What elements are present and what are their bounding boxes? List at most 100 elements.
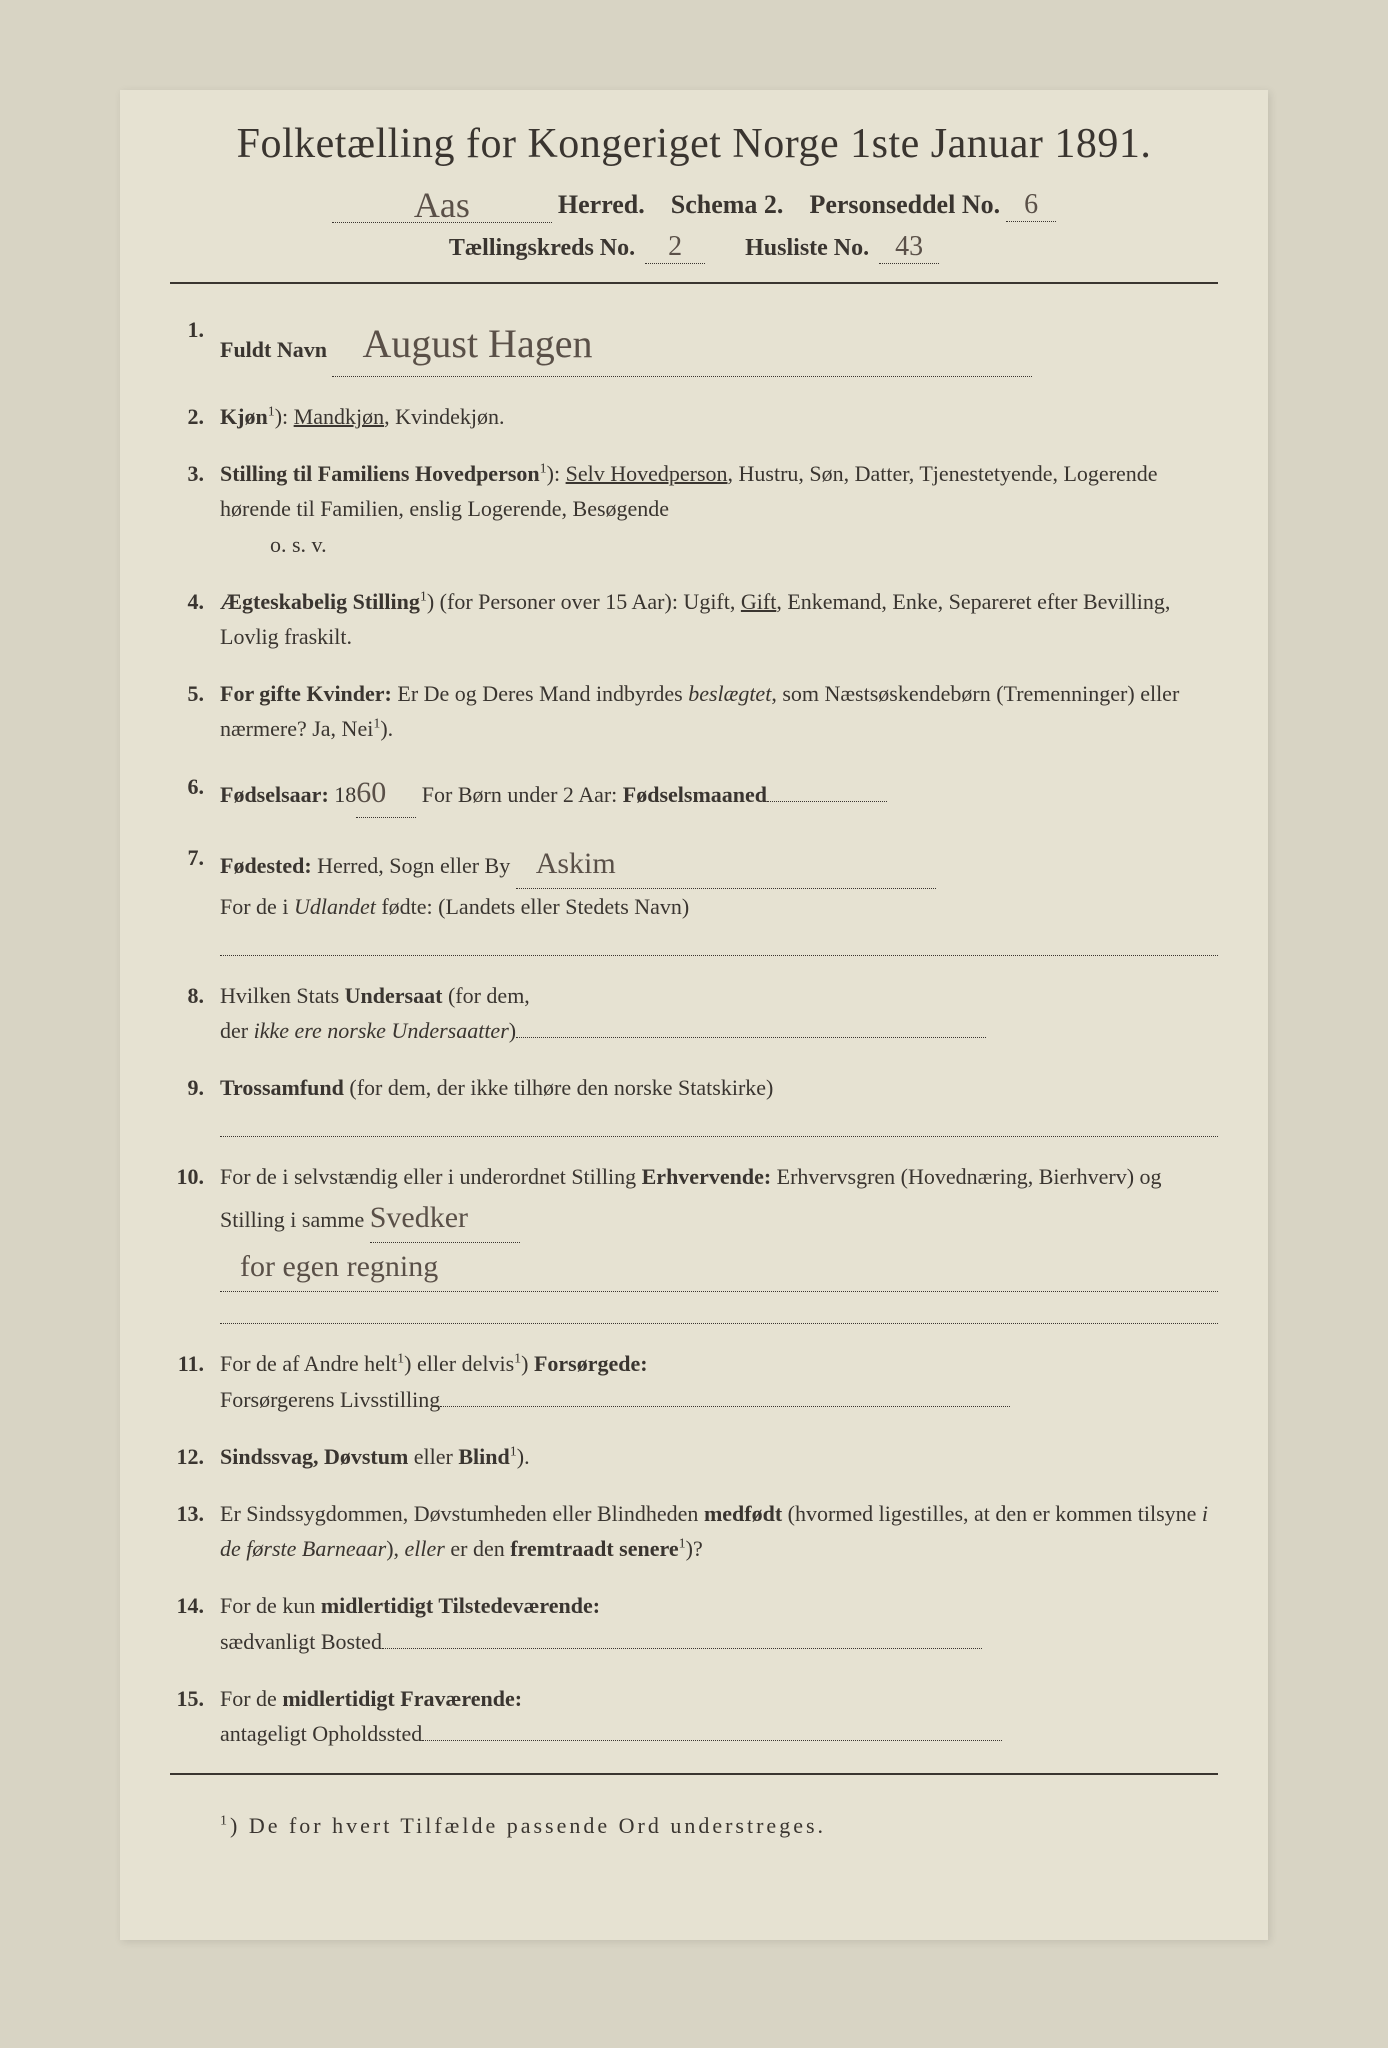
- q4-label: Ægteskabelig Stilling: [220, 589, 420, 614]
- q6-month-field: [767, 801, 887, 802]
- item-content: Er Sindssygdommen, Døvstumheden eller Bl…: [220, 1496, 1218, 1566]
- census-form: Folketælling for Kongeriget Norge 1ste J…: [120, 90, 1268, 1940]
- husliste-no-field: 43: [879, 231, 939, 264]
- q7e: fødte: (Landets eller Stedets Navn): [376, 894, 689, 919]
- item-content: For gifte Kvinder: Er De og Deres Mand i…: [220, 676, 1218, 746]
- item-number: 7.: [170, 840, 220, 956]
- q6a: Fødselsaar:: [220, 782, 329, 807]
- q6-year: 60: [356, 776, 386, 809]
- kreds-label: Tællingskreds No.: [449, 235, 635, 262]
- schema-label: Schema 2.: [671, 190, 784, 220]
- q3-label: Stilling til Familiens Hovedperson: [220, 461, 540, 486]
- q13e: ),: [386, 1536, 404, 1561]
- herred-value: Aas: [414, 185, 470, 225]
- q4-paren: ) (for Personer over 15 Aar): Ugift,: [427, 589, 741, 614]
- colon: ):: [547, 461, 560, 486]
- q13b: medfødt: [704, 1501, 782, 1526]
- sup: 1: [268, 405, 275, 420]
- q14c: sædvanligt Bosted: [220, 1629, 382, 1654]
- q8a: Hvilken Stats: [220, 983, 345, 1008]
- item-9: 9. Trossamfund (for dem, der ikke tilhør…: [170, 1070, 1218, 1137]
- q9a: Trossamfund: [220, 1075, 344, 1100]
- q12d: ).: [517, 1444, 530, 1469]
- footnote: 1) De for hvert Tilfælde passende Ord un…: [170, 1813, 1218, 1839]
- item-15: 15. For de midlertidigt Fraværende: anta…: [170, 1681, 1218, 1751]
- item-number: 4.: [170, 584, 220, 654]
- item-number: 10.: [170, 1159, 220, 1324]
- item-number: 2.: [170, 399, 220, 434]
- q8b: Undersaat: [345, 983, 443, 1008]
- q11c: ): [521, 1351, 534, 1376]
- q6d: Fødselsmaaned: [623, 782, 767, 807]
- item-14: 14. For de kun midlertidigt Tilstedevære…: [170, 1588, 1218, 1658]
- q8d: der: [220, 1018, 254, 1043]
- item-5: 5. For gifte Kvinder: Er De og Deres Man…: [170, 676, 1218, 746]
- q10b: Erhvervende:: [642, 1164, 772, 1189]
- q13a: Er Sindssygdommen, Døvstumheden eller Bl…: [220, 1501, 704, 1526]
- herred-field: Aas: [332, 180, 552, 223]
- item-number: 14.: [170, 1588, 220, 1658]
- q2-rest: , Kvindekjøn.: [384, 404, 504, 429]
- person-label: Personseddel No.: [809, 190, 1000, 220]
- q10-field2: for egen regning: [220, 1243, 1218, 1292]
- q15a: For de: [220, 1686, 282, 1711]
- item-number: 5.: [170, 676, 220, 746]
- item-13: 13. Er Sindssygdommen, Døvstumheden elle…: [170, 1496, 1218, 1566]
- divider-bottom: [170, 1773, 1218, 1775]
- q13i: )?: [686, 1536, 703, 1561]
- item-content: Stilling til Familiens Hovedperson1): Se…: [220, 456, 1218, 562]
- q13h: fremtraadt senere: [510, 1536, 678, 1561]
- q12b: eller: [408, 1444, 458, 1469]
- divider: [170, 282, 1218, 284]
- q3-osv: o. s. v.: [220, 527, 1218, 562]
- item-content: For de af Andre helt1) eller delvis1) Fo…: [220, 1346, 1218, 1416]
- item-3: 3. Stilling til Familiens Hovedperson1):…: [170, 456, 1218, 562]
- item-7: 7. Fødested: Herred, Sogn eller By Askim…: [170, 840, 1218, 956]
- item-number: 8.: [170, 978, 220, 1048]
- q10-field1: Svedker: [370, 1194, 520, 1243]
- q10-hw2: for egen regning: [220, 1250, 438, 1283]
- item-8: 8. Hvilken Stats Undersaat (for dem, der…: [170, 978, 1218, 1048]
- q8f: ): [509, 1018, 516, 1043]
- item-4: 4. Ægteskabelig Stilling1) (for Personer…: [170, 584, 1218, 654]
- q1-label: Fuldt Navn: [220, 337, 327, 362]
- q6-year-field: 60: [356, 769, 416, 818]
- q9-blank: [220, 1113, 1218, 1137]
- q6c: For Børn under 2 Aar:: [416, 782, 623, 807]
- kreds-no-field: 2: [645, 231, 705, 264]
- husliste-no-value: 43: [895, 231, 923, 262]
- page-title: Folketælling for Kongeriget Norge 1ste J…: [170, 120, 1218, 168]
- item-11: 11. For de af Andre helt1) eller delvis1…: [170, 1346, 1218, 1416]
- item-12: 12. Sindssvag, Døvstum eller Blind1).: [170, 1439, 1218, 1474]
- q9b: (for dem, der ikke tilhøre den norske St…: [344, 1075, 773, 1100]
- item-content: Fødested: Herred, Sogn eller By Askim Fo…: [220, 840, 1218, 956]
- q7b: Herred, Sogn eller By: [312, 853, 511, 878]
- q1-value: August Hagen: [332, 321, 592, 366]
- q10a: For de i selvstændig eller i underordnet…: [220, 1164, 642, 1189]
- item-content: Hvilken Stats Undersaat (for dem, der ik…: [220, 978, 1218, 1048]
- herred-label: Herred.: [558, 190, 645, 220]
- sup: 1: [540, 462, 547, 477]
- q8e: ikke ere norske Undersaatter: [254, 1018, 509, 1043]
- q13c: (hvormed ligestilles, at den er kommen t…: [782, 1501, 1202, 1526]
- q15c: antageligt Opholdssted: [220, 1721, 422, 1746]
- item-number: 13.: [170, 1496, 220, 1566]
- q15b: midlertidigt Fraværende:: [282, 1686, 522, 1711]
- q5a: For gifte Kvinder:: [220, 681, 392, 706]
- q8-field: [516, 1037, 986, 1038]
- item-content: For de kun midlertidigt Tilstedeværende:…: [220, 1588, 1218, 1658]
- header-row-1: Aas Herred. Schema 2. Personseddel No. 6: [170, 180, 1218, 223]
- q11d: Forsørgede:: [534, 1351, 648, 1376]
- q11-field: [440, 1406, 1010, 1407]
- item-number: 12.: [170, 1439, 220, 1474]
- item-content: Sindssvag, Døvstum eller Blind1).: [220, 1439, 1218, 1474]
- q7-blank: [220, 932, 1218, 956]
- item-number: 11.: [170, 1346, 220, 1416]
- q11a: For de af Andre helt: [220, 1351, 397, 1376]
- q12c: Blind: [458, 1444, 509, 1469]
- sup: 1: [679, 1537, 686, 1552]
- q6b: 18: [329, 782, 357, 807]
- q8c: (for dem,: [442, 983, 529, 1008]
- q15-field: [422, 1740, 1002, 1741]
- q5b: Er De og Deres Mand indbyrdes: [392, 681, 688, 706]
